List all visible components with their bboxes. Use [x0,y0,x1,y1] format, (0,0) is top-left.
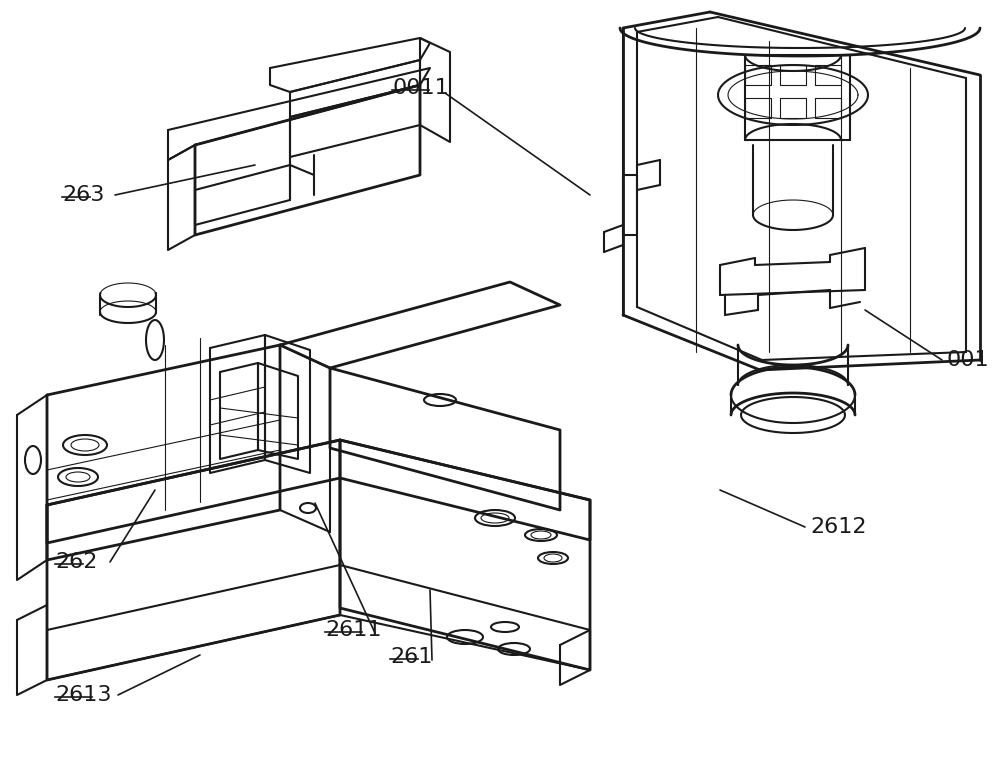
Text: 2612: 2612 [810,517,866,537]
Text: 0011: 0011 [392,78,449,98]
Polygon shape [745,55,850,140]
Text: 262: 262 [55,552,97,572]
Text: 001: 001 [946,350,989,370]
Text: 263: 263 [62,185,104,205]
Text: 2611: 2611 [325,620,382,640]
Text: 2613: 2613 [55,685,112,705]
Text: 261: 261 [390,647,432,667]
